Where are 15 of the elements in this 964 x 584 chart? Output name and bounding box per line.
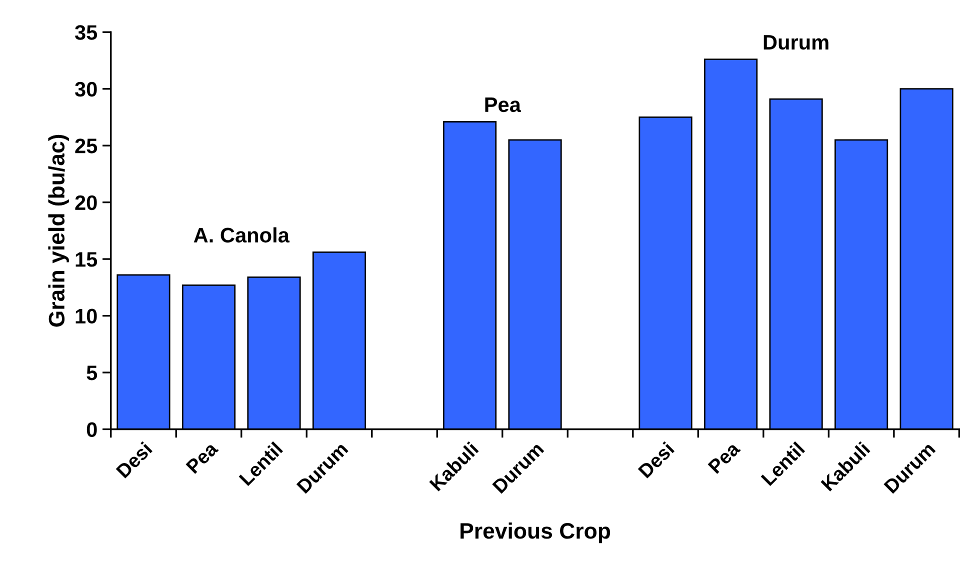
y-tick-label: 35	[74, 25, 98, 40]
y-axis-title: Grain yield (bu/ac)	[48, 134, 69, 327]
x-axis-title: Previous Crop	[460, 522, 610, 544]
y-tick-label: 25	[75, 138, 98, 154]
y-tick-label: 10	[76, 308, 97, 324]
y-tick-label: 5	[86, 366, 98, 380]
x-tick-label: Pea	[708, 440, 741, 474]
y-tick-label: 0	[86, 422, 97, 437]
x-tick-label: Pea	[186, 440, 219, 474]
y-tick-label: 30	[74, 82, 97, 97]
y-tick-label: 15	[76, 252, 98, 267]
annotation: Durum	[764, 35, 828, 50]
annotation: Pea	[485, 98, 522, 112]
y-tick-label: 20	[75, 195, 97, 210]
annotation: A. Canola	[194, 227, 290, 243]
